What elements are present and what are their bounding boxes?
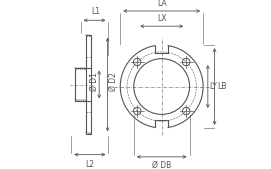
Text: LB: LB [217, 82, 227, 91]
Text: L1: L1 [92, 7, 101, 16]
Text: LY: LY [209, 82, 217, 91]
Text: LA: LA [157, 0, 166, 8]
Text: Ø D1: Ø D1 [89, 72, 98, 91]
Text: Ø D2: Ø D2 [108, 72, 117, 91]
Text: Ø DB: Ø DB [152, 161, 171, 169]
Text: L2: L2 [85, 160, 94, 169]
Bar [86, 35, 91, 134]
Text: LX: LX [157, 14, 166, 23]
